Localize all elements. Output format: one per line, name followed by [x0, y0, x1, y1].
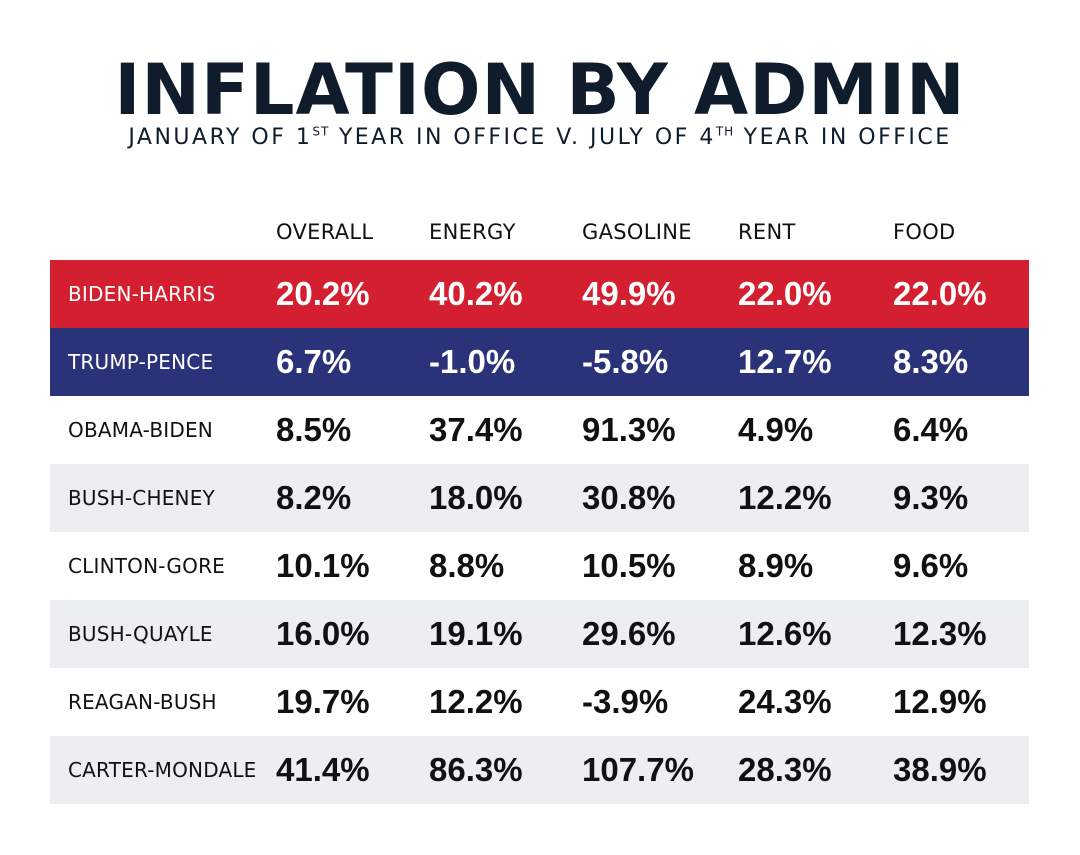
chart-title: INFLATION BY ADMIN	[114, 49, 966, 131]
row-label: CLINTON-GORE	[68, 554, 226, 578]
subtitle-part-3: YEAR IN OFFICE	[734, 125, 952, 150]
table-row: BUSH-CHENEY 8.2% 18.0% 30.8% 12.2% 9.3%	[50, 464, 1029, 532]
table-cell-gasoline: 91.3%	[582, 411, 676, 448]
table-cell-energy: 12.2%	[429, 683, 523, 720]
column-header-energy: ENERGY	[429, 220, 516, 244]
table-cell-energy: 19.1%	[429, 615, 523, 652]
table-cell-gasoline: 30.8%	[582, 479, 676, 516]
column-header-gasoline: GASOLINE	[582, 220, 692, 244]
table-cell-energy: 40.2%	[429, 275, 523, 312]
table-cell-overall: 8.2%	[276, 479, 352, 516]
table-cell-food: 38.9%	[893, 751, 987, 788]
row-label: BIDEN-HARRIS	[68, 282, 216, 306]
table-cell-rent: 8.9%	[738, 547, 814, 584]
table-cell-gasoline: 10.5%	[582, 547, 676, 584]
subtitle-part-2: YEAR IN OFFICE V. JULY OF 4	[329, 125, 716, 150]
table-row: TRUMP-PENCE 6.7% -1.0% -5.8% 12.7% 8.3%	[50, 328, 1029, 396]
table-cell-overall: 20.2%	[276, 275, 370, 312]
table-cell-energy: 18.0%	[429, 479, 523, 516]
table-cell-rent: 12.6%	[738, 615, 832, 652]
table-row: BIDEN-HARRIS 20.2% 40.2% 49.9% 22.0% 22.0%	[50, 260, 1029, 328]
table-cell-rent: 28.3%	[738, 751, 832, 788]
table-cell-food: 9.3%	[893, 479, 969, 516]
table-row: BUSH-QUAYLE 16.0% 19.1% 29.6% 12.6% 12.3%	[50, 600, 1029, 668]
table-cell-rent: 12.2%	[738, 479, 832, 516]
subtitle-superscript-1: ST	[312, 124, 330, 139]
row-label: CARTER-MONDALE	[68, 758, 257, 782]
table-cell-energy: 86.3%	[429, 751, 523, 788]
table-cell-food: 9.6%	[893, 547, 969, 584]
table-row: CARTER-MONDALE 41.4% 86.3% 107.7% 28.3% 38.9%	[50, 736, 1029, 804]
row-label: REAGAN-BUSH	[68, 690, 217, 714]
table-cell-overall: 10.1%	[276, 547, 370, 584]
column-header-overall: OVERALL	[276, 220, 374, 244]
table-cell-gasoline: 107.7%	[582, 751, 694, 788]
table-cell-gasoline: 49.9%	[582, 275, 676, 312]
subtitle-superscript-2: TH	[715, 124, 735, 139]
table-cell-overall: 16.0%	[276, 615, 370, 652]
chart-subtitle: JANUARY OF 1ST YEAR IN OFFICE V. JULY OF…	[0, 123, 1080, 153]
table-cell-overall: 19.7%	[276, 683, 370, 720]
table-cell-energy: -1.0%	[429, 343, 516, 380]
table-cell-overall: 8.5%	[276, 411, 352, 448]
row-label: BUSH-QUAYLE	[68, 622, 213, 646]
column-header-food: FOOD	[893, 220, 956, 244]
table-cell-food: 12.3%	[893, 615, 987, 652]
table-cell-rent: 24.3%	[738, 683, 832, 720]
row-label: TRUMP-PENCE	[68, 350, 214, 374]
table-row: OBAMA-BIDEN 8.5% 37.4% 91.3% 4.9% 6.4%	[50, 396, 1029, 464]
table-cell-food: 22.0%	[893, 275, 987, 312]
table-cell-rent: 12.7%	[738, 343, 832, 380]
row-label: OBAMA-BIDEN	[68, 418, 213, 442]
table-cell-gasoline: -5.8%	[582, 343, 669, 380]
table-cell-overall: 41.4%	[276, 751, 370, 788]
row-label: BUSH-CHENEY	[68, 486, 215, 510]
table-cell-food: 8.3%	[893, 343, 969, 380]
table-cell-gasoline: 29.6%	[582, 615, 676, 652]
table-cell-gasoline: -3.9%	[582, 683, 669, 720]
table-row: REAGAN-BUSH 19.7% 12.2% -3.9% 24.3% 12.9%	[50, 668, 1029, 736]
table-cell-food: 12.9%	[893, 683, 987, 720]
table-cell-rent: 4.9%	[738, 411, 814, 448]
table-cell-energy: 8.8%	[429, 547, 505, 584]
table-cell-rent: 22.0%	[738, 275, 832, 312]
subtitle-part-1: JANUARY OF 1	[128, 125, 313, 150]
table-cell-overall: 6.7%	[276, 343, 352, 380]
table-row: CLINTON-GORE 10.1% 8.8% 10.5% 8.9% 9.6%	[50, 532, 1029, 600]
table-cell-food: 6.4%	[893, 411, 969, 448]
column-header-rent: RENT	[738, 220, 796, 244]
table-cell-energy: 37.4%	[429, 411, 523, 448]
